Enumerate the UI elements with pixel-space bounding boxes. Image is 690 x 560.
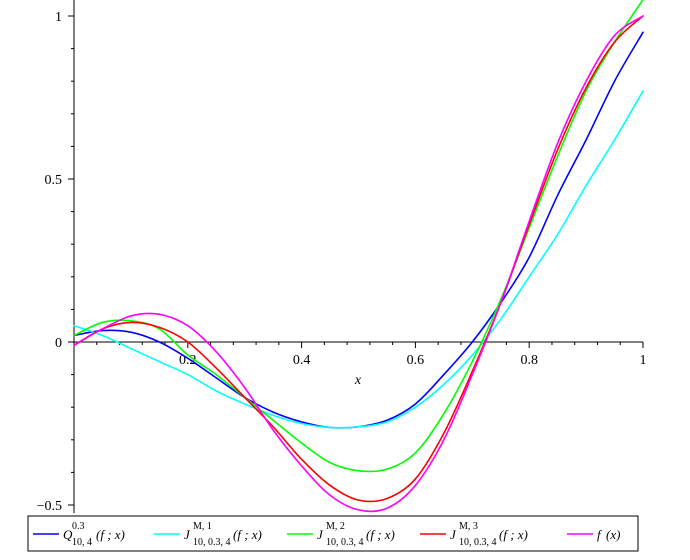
y-tick-label: 0.5 — [45, 173, 63, 188]
axes: 0.2 0.4 0.6 0.8 1 −0.5 0 0.5 1 x — [37, 0, 647, 514]
legend-args: (f ; x) — [366, 527, 395, 542]
legend-entry: JM, 3 10, 0.3, 4(f ; x) — [420, 521, 528, 548]
legend-args: (f ; x) — [233, 527, 262, 542]
legend-superscript: M, 3 — [459, 521, 478, 532]
legend-symbol: J — [184, 527, 191, 542]
legend-subscript: 10, 0.3, 4 — [326, 537, 364, 548]
series-layer — [73, 0, 644, 513]
x-tick-label: 1 — [640, 353, 647, 368]
series-j3-line — [73, 15, 644, 503]
y-tick-label: −0.5 — [37, 499, 62, 514]
series-f-line — [73, 15, 644, 513]
legend-superscript: M, 2 — [326, 521, 345, 532]
legend-superscript: 0.3 — [72, 521, 85, 532]
legend-symbol: Q — [63, 527, 73, 542]
legend-args: (f ; x) — [96, 527, 125, 542]
legend-symbol: f — [597, 527, 603, 542]
legend-args: (x) — [606, 527, 620, 542]
legend: Q0.310, 4(f ; x) JM, 110, 0.3, 4(f ; x) JM… — [27, 515, 639, 552]
legend-entry: JM, 1 10, 0.3, 4(f ; x) — [154, 521, 262, 548]
legend-subscript: 10, 4 — [72, 537, 92, 548]
legend-box — [27, 515, 639, 552]
x-tick-label: 0.6 — [407, 353, 425, 368]
legend-entry: JM, 2 10, 0.3, 4(f ; x) — [287, 521, 395, 548]
legend-subscript: 10, 0.3, 4 — [459, 537, 497, 548]
legend-entry: Q0.3 10, 4 (f ; x) — [33, 521, 125, 548]
legend-subscript: 10, 0.3, 4 — [193, 537, 231, 548]
legend-symbol: J — [450, 527, 457, 542]
legend-superscript: M, 1 — [193, 521, 212, 532]
y-tick-label: 0 — [55, 336, 62, 351]
x-tick-label: 0.2 — [179, 353, 197, 368]
x-tick-label: 0.4 — [293, 353, 311, 368]
legend-symbol: J — [317, 527, 324, 542]
y-tick-label: 1 — [55, 10, 62, 25]
series-q-line — [73, 31, 644, 429]
series-j1-line — [73, 90, 644, 429]
x-axis-title: x — [354, 373, 362, 388]
legend-args: (f ; x) — [499, 527, 528, 542]
legend-entry: f (x) — [567, 527, 620, 542]
x-tick-label: 0.8 — [520, 353, 538, 368]
series-j2-line — [73, 0, 644, 473]
